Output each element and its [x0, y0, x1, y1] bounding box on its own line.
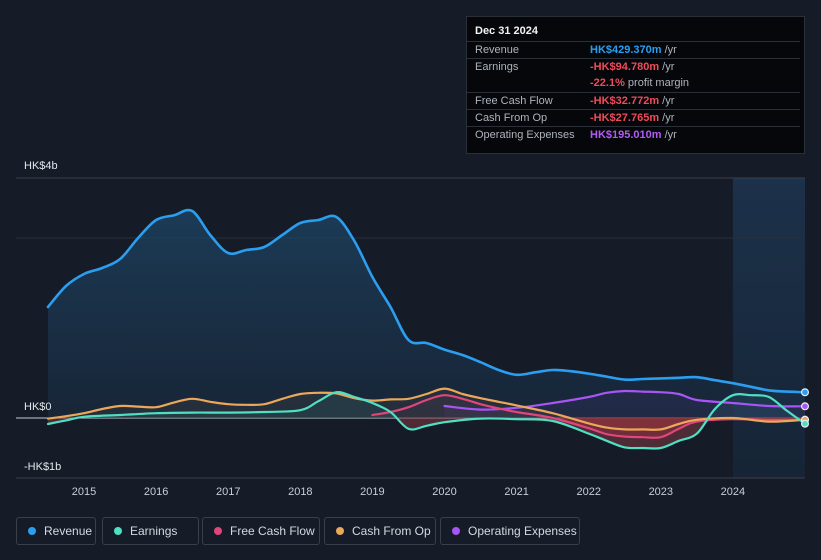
tooltip-row-cash-from-op: Cash From Op -HK$27.765m /yr: [467, 109, 800, 127]
legend-dot-icon: [214, 527, 222, 535]
tooltip-row-earnings: Earnings -HK$94.780m /yr: [467, 58, 800, 76]
legend-item-operating-expenses[interactable]: Operating Expenses: [440, 517, 580, 545]
x-axis-tick-label: 2020: [432, 486, 456, 498]
tooltip-row-operating-expenses: Operating Expenses HK$195.010m /yr: [467, 126, 800, 144]
tooltip-value: HK$429.370m /yr: [590, 44, 677, 56]
tooltip-label: Revenue: [475, 44, 520, 56]
tooltip-row-profit-margin: -22.1% profit margin: [467, 75, 800, 92]
legend-item-cash-from-op[interactable]: Cash From Op: [324, 517, 436, 545]
tooltip-date: Dec 31 2024: [475, 25, 538, 37]
x-axis-tick-label: 2024: [721, 486, 745, 498]
free-cash-flow-line: [371, 394, 807, 439]
legend-dot-icon: [452, 527, 460, 535]
tooltip-value: -HK$27.765m /yr: [590, 112, 675, 124]
tooltip-label: Cash From Op: [475, 112, 548, 124]
x-axis-tick-label: 2015: [72, 486, 96, 498]
tooltip-label: Earnings: [475, 61, 519, 73]
legend-dot-icon: [28, 527, 36, 535]
cash-from-op-line: [46, 387, 807, 431]
tooltip-label: Free Cash Flow: [475, 95, 553, 107]
x-axis-tick-label: 2023: [649, 486, 673, 498]
tooltip-label: Operating Expenses: [475, 129, 575, 141]
tooltip-value: -HK$32.772m /yr: [590, 95, 675, 107]
legend-item-free-cash-flow[interactable]: Free Cash Flow: [202, 517, 320, 545]
x-axis-tick-label: 2017: [216, 486, 240, 498]
legend-label: Free Cash Flow: [230, 524, 315, 538]
legend-label: Operating Expenses: [468, 524, 577, 538]
legend-dot-icon: [336, 527, 344, 535]
legend-label: Cash From Op: [352, 524, 431, 538]
legend-item-earnings[interactable]: Earnings: [102, 517, 199, 545]
legend-dot-icon: [114, 527, 122, 535]
earnings-end-point: [800, 419, 809, 428]
tooltip-row-free-cash-flow: Free Cash Flow -HK$32.772m /yr: [467, 92, 800, 110]
tooltip-panel: Dec 31 2024 Revenue HK$429.370m /yr Earn…: [466, 16, 805, 154]
y-axis-label: -HK$1b: [24, 461, 61, 473]
earnings-line: [46, 391, 807, 450]
legend-label: Revenue: [44, 524, 93, 538]
operating-expenses-end-point: [800, 402, 809, 411]
legend-item-revenue[interactable]: Revenue: [16, 517, 96, 545]
revenue-end-point: [800, 388, 809, 397]
x-axis-tick-label: 2018: [288, 486, 312, 498]
x-axis-tick-label: 2021: [504, 486, 528, 498]
revenue-area: [48, 210, 805, 418]
earnings-negative-area: [48, 418, 805, 449]
revenue-line: [46, 208, 807, 394]
legend-label: Earnings: [130, 524, 178, 538]
x-axis-tick-label: 2016: [144, 486, 168, 498]
x-axis-tick-label: 2022: [576, 486, 600, 498]
tooltip-value: -22.1% profit margin: [590, 77, 690, 89]
cash-from-op-negative-area: [48, 418, 805, 430]
operating-expenses-line: [443, 389, 807, 411]
earnings-area: [48, 392, 805, 449]
y-axis-label: HK$4b: [24, 160, 58, 172]
tooltip-value: -HK$94.780m /yr: [590, 61, 675, 73]
tooltip-value: HK$195.010m /yr: [590, 129, 677, 141]
highlight-band: [732, 178, 805, 478]
y-axis-label: HK$0: [24, 401, 52, 413]
tooltip-row-revenue: Revenue HK$429.370m /yr: [467, 41, 800, 59]
x-axis-tick-label: 2019: [360, 486, 384, 498]
